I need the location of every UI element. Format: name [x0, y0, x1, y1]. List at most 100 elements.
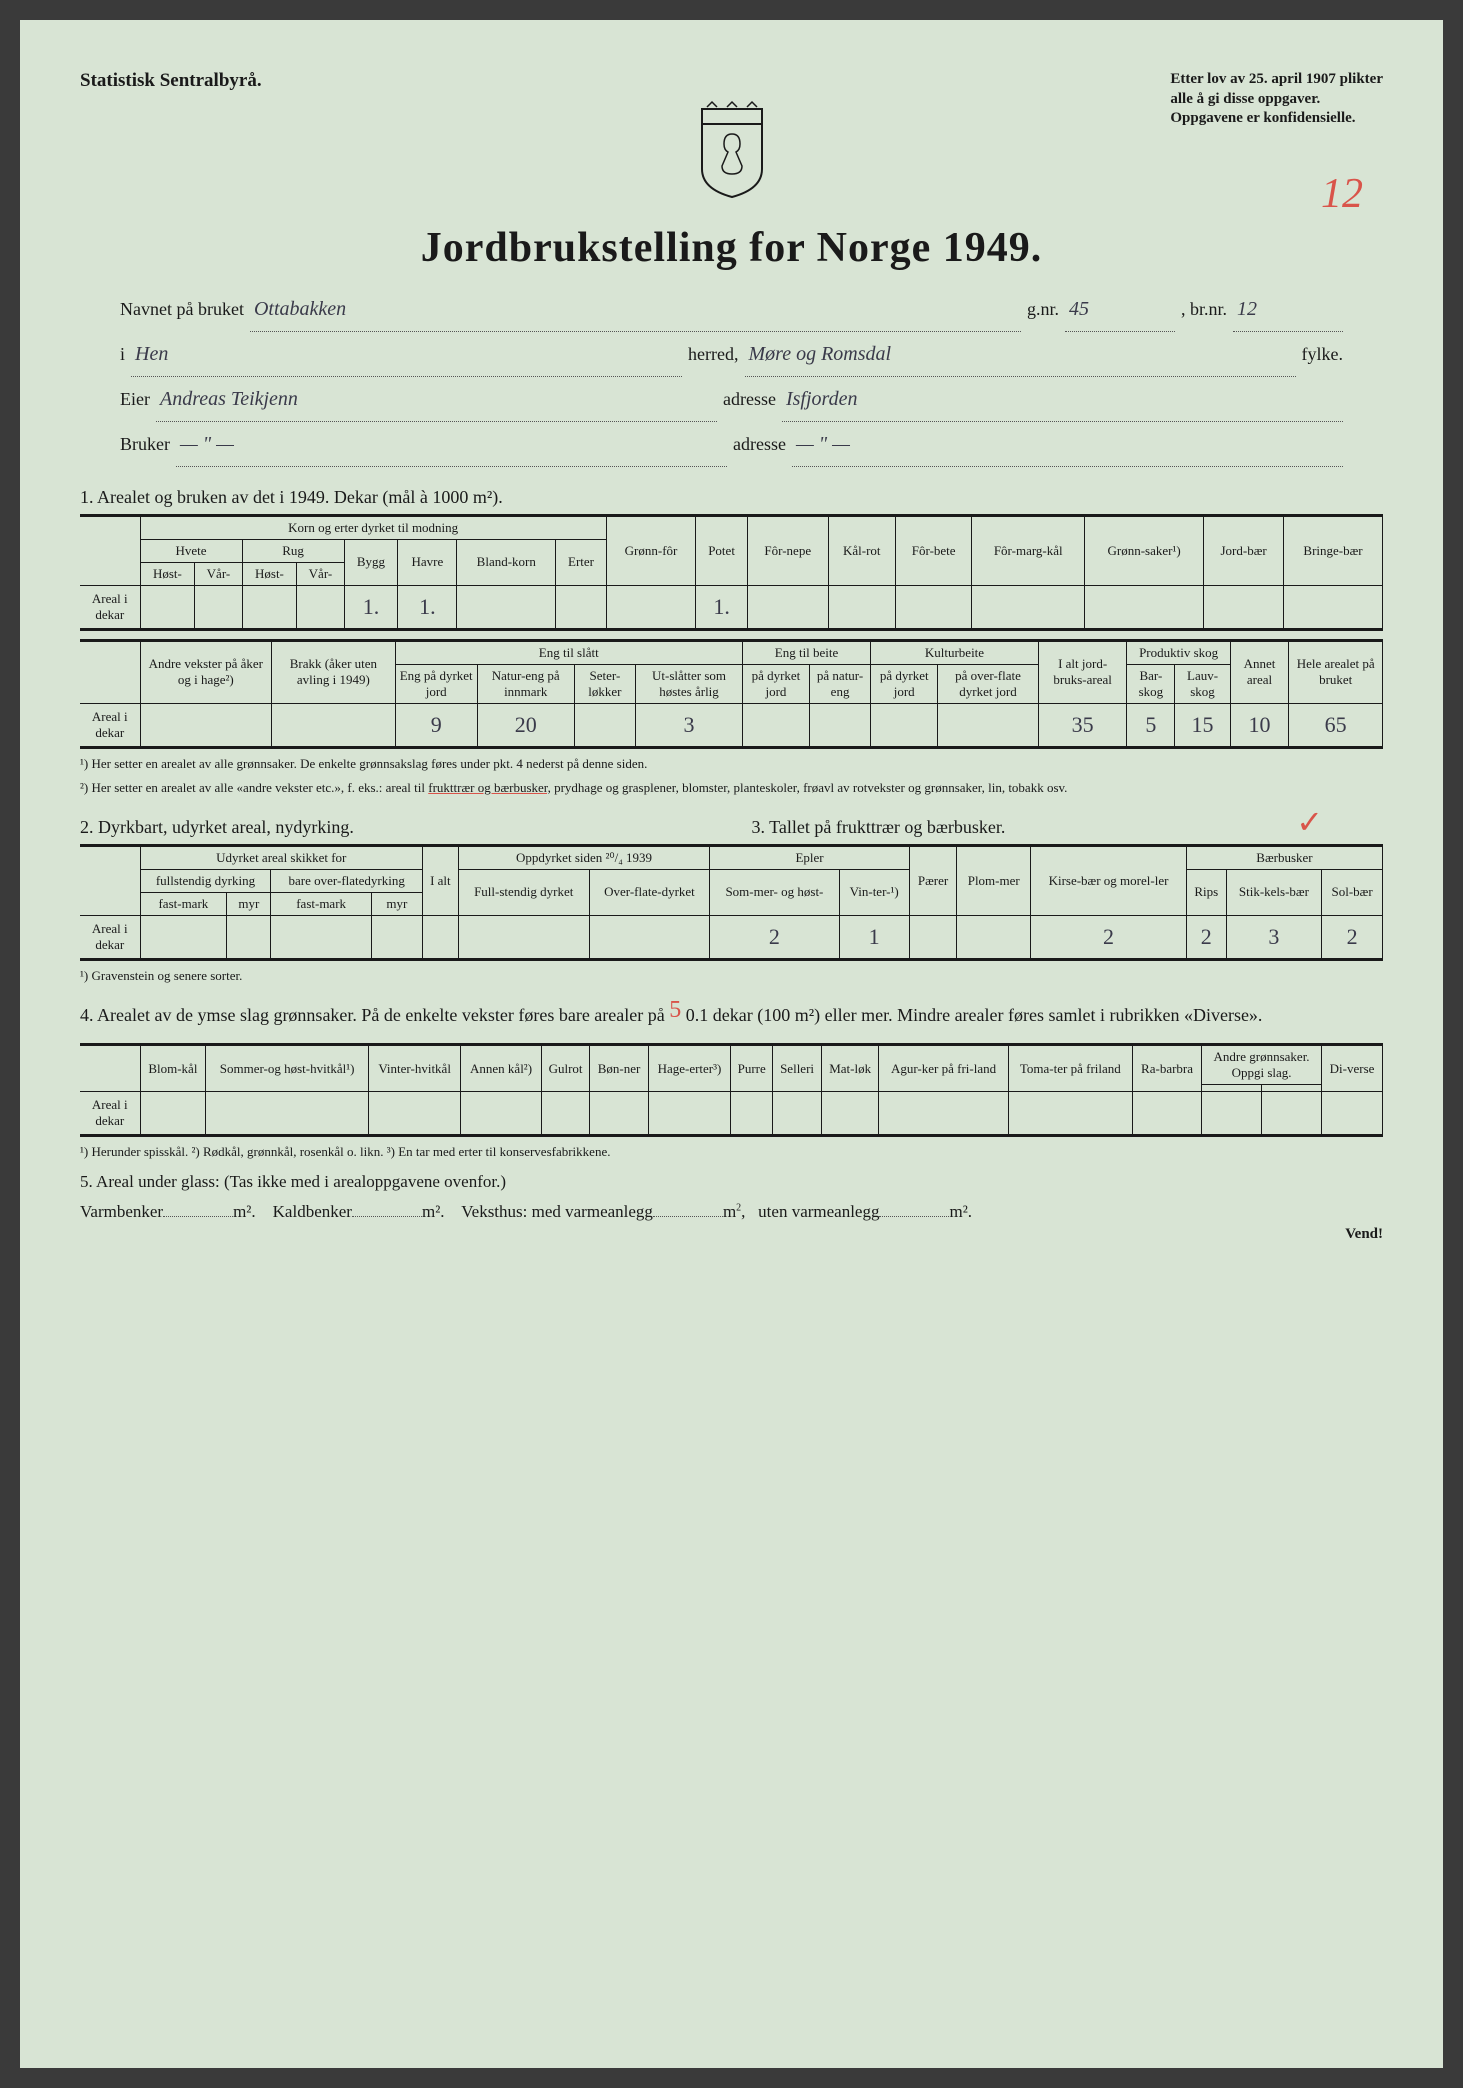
udyrket-header: Udyrket areal skikket for [140, 845, 422, 869]
barskog-header: Bar-skog [1127, 664, 1175, 703]
hageerter-header: Hage-erter³) [648, 1045, 730, 1092]
utslatter-header: Ut-slåtter som høstes årlig [636, 664, 743, 703]
val-rips: 2 [1186, 915, 1226, 959]
herred-label: herred, [688, 335, 738, 375]
bureau-name: Statistisk Sentralbyrå. [80, 70, 262, 92]
fn2c: prydhage og grasplener, blomster, plante… [551, 780, 1068, 795]
sommer-host-header: Som-mer- og høst- [710, 869, 839, 915]
baerbusker-header: Bærbusker [1186, 845, 1382, 869]
section5-title: 5. Areal under glass: (Tas ikke med i ar… [80, 1172, 1383, 1192]
annenkal-header: Annen kål²) [461, 1045, 541, 1092]
blandkorn-header: Bland-korn [457, 539, 556, 585]
gnr-label: g.nr. [1027, 290, 1059, 330]
bygg-header: Bygg [344, 539, 398, 585]
kulturbeite-header: Kulturbeite [871, 640, 1039, 664]
herred-value: Møre og Romsdal [745, 332, 1296, 377]
kirsebaer-header: Kirse-bær og morel-ler [1031, 845, 1187, 915]
forbete-header: Fôr-bete [895, 515, 971, 585]
val-barskog: 5 [1127, 703, 1175, 747]
eng-beite-header: Eng til beite [742, 640, 870, 664]
bare-overflate-header: bare over-flatedyrking [271, 869, 423, 892]
legal-notice: Etter lov av 25. april 1907 plikter alle… [1170, 70, 1383, 129]
solbaer-header: Sol-bær [1322, 869, 1383, 915]
val-annet: 10 [1230, 703, 1289, 747]
val-havre: 1. [398, 585, 457, 629]
rips-header: Rips [1186, 869, 1226, 915]
gronnfor-header: Grønn-fôr [606, 515, 695, 585]
havre-header: Havre [398, 539, 457, 585]
brnr-value: 12 [1233, 287, 1343, 332]
vinterhvitkal-header: Vinter-hvitkål [368, 1045, 460, 1092]
selleri-header: Selleri [773, 1045, 822, 1092]
ialt-jordbruk-header: I alt jord-bruks-areal [1038, 640, 1127, 703]
sommerhvitkal-header: Sommer-og høst-hvitkål¹) [206, 1045, 369, 1092]
vinter-header: Vin-ter-¹) [839, 869, 909, 915]
val-hele: 65 [1289, 703, 1383, 747]
bruker-label: Bruker [120, 425, 170, 465]
jordbaer-header: Jord-bær [1204, 515, 1284, 585]
andre-vekster-header: Andre vekster på åker og i hage²) [140, 640, 272, 703]
purre-header: Purre [731, 1045, 773, 1092]
overflate2-header: Over-flate-dyrket [589, 869, 710, 915]
red-5-insert: 5 [669, 997, 681, 1023]
fastmark2-header: fast-mark [271, 892, 371, 915]
hvete-var: Vår- [195, 562, 242, 585]
fullstendig-header: fullstendig dyrking [140, 869, 271, 892]
areal-label-4: Areal i dekar [80, 1092, 140, 1136]
kalrot-header: Kål-rot [828, 515, 895, 585]
uten-label: uten varmeanlegg [758, 1202, 879, 1221]
fastmark1-header: fast-mark [140, 892, 227, 915]
val-lauvskog: 15 [1175, 703, 1230, 747]
val-bygg: 1. [344, 585, 398, 629]
val-ialt: 35 [1038, 703, 1127, 747]
veksthus-label: Veksthus: med varmeanlegg [461, 1202, 653, 1221]
hvete-header: Hvete [140, 539, 242, 562]
document-page: Statistisk Sentralbyrå. Etter lov av 25.… [20, 20, 1443, 2068]
legal-line-2: alle å gi disse oppgaver. [1170, 90, 1383, 110]
rug-var: Vår- [297, 562, 344, 585]
bruker-value: — " — [176, 422, 727, 467]
lauvskog-header: Lauv-skog [1175, 664, 1230, 703]
erter-header: Erter [556, 539, 607, 585]
seterlokker-header: Seter-løkker [574, 664, 635, 703]
rabarbra-header: Ra-barbra [1133, 1045, 1202, 1092]
section4-a: 4. Arealet av de ymse slag grønnsaker. P… [80, 1005, 665, 1025]
pa-overflate-header: på over-flate dyrket jord [938, 664, 1039, 703]
hele-arealet-header: Hele arealet på bruket [1289, 640, 1383, 703]
matlok-header: Mat-løk [821, 1045, 879, 1092]
form-fields: Navnet på bruket Ottabakken g.nr. 45 , b… [120, 287, 1343, 467]
section1-title: 1. Arealet og bruken av det i 1949. Deka… [80, 487, 1383, 508]
table-1b: Andre vekster på åker og i hage²) Brakk … [80, 639, 1383, 749]
fornepe-header: Fôr-nepe [747, 515, 828, 585]
legal-line-1: Etter lov av 25. april 1907 plikter [1170, 70, 1383, 90]
fn2a: ²) Her setter en arealet av alle «andre … [80, 780, 428, 795]
epler-header: Epler [710, 845, 910, 869]
navnet-label: Navnet på bruket [120, 290, 244, 330]
document-title: Jordbrukstelling for Norge 1949. [80, 224, 1383, 272]
bruker-adresse-value: — " — [792, 422, 1343, 467]
section5-line: Varmbenkerm². Kaldbenkerm². Veksthus: me… [80, 1202, 1383, 1222]
vend-label: Vend! [80, 1226, 1383, 1243]
rug-host: Høst- [242, 562, 297, 585]
bruker-adresse-label: adresse [733, 425, 786, 465]
val-vinter: 1 [839, 915, 909, 959]
section4-b: 0.1 dekar (100 m²) eller mer. Mindre are… [686, 1005, 1263, 1025]
produktiv-skog-header: Produktiv skog [1127, 640, 1230, 664]
agurker-header: Agur-ker på fri-land [879, 1045, 1008, 1092]
bonner-header: Bøn-ner [590, 1045, 648, 1092]
myr2-header: myr [371, 892, 422, 915]
brakk-header: Brakk (åker uten avling i 1949) [272, 640, 395, 703]
red-check-mark: ✓ [1296, 803, 1323, 841]
section2-title: 2. Dyrkbart, udyrket areal, nydyrking. [80, 817, 712, 838]
formargkal-header: Fôr-marg-kål [972, 515, 1085, 585]
val-kirsebaer: 2 [1031, 915, 1187, 959]
fylke-label: fylke. [1302, 335, 1343, 375]
val-natureng: 20 [477, 703, 574, 747]
section3-title: 3. Tallet på frukttrær og bærbusker. [752, 817, 1384, 838]
footnote-1: ¹) Her setter en arealet av alle grønnsa… [80, 755, 1383, 773]
m2-1: m². [233, 1202, 256, 1221]
footnote-2: ²) Her setter en arealet av alle «andre … [80, 779, 1383, 797]
korn-header: Korn og erter dyrket til modning [140, 515, 606, 539]
paerer-header: Pærer [909, 845, 957, 915]
red-page-number: 12 [1321, 170, 1363, 218]
